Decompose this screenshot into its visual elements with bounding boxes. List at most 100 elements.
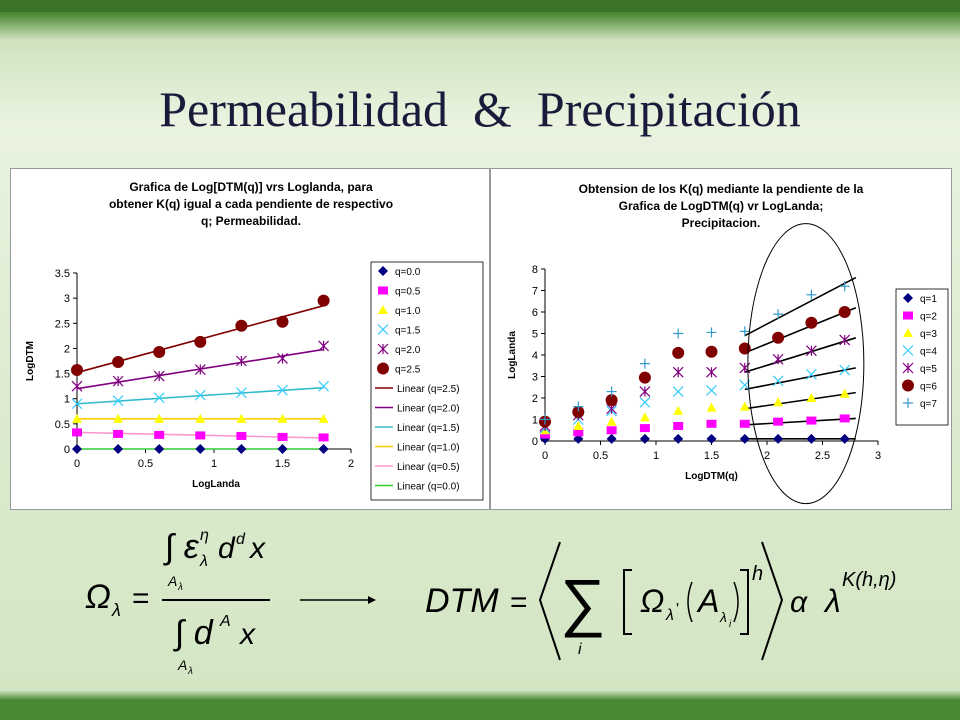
y-tick-label: 0	[532, 436, 538, 448]
series-q=0.0	[72, 444, 329, 454]
omega-prime: '	[676, 601, 679, 618]
data-point	[605, 394, 618, 407]
y-tick-label: 5	[532, 329, 538, 341]
data-point	[235, 387, 247, 399]
data-point	[772, 353, 784, 365]
data-point	[839, 364, 851, 376]
data-point	[606, 386, 617, 397]
trendline	[744, 337, 857, 373]
data-point	[838, 306, 851, 318]
legend-marker-icon	[903, 311, 913, 320]
x-tick-label: 1	[653, 450, 659, 462]
chart-title-line: Grafica de LogDTM(q) vr LogLanda;	[619, 199, 824, 213]
data-point	[638, 371, 651, 384]
data-point	[72, 444, 82, 454]
data-point	[318, 433, 329, 442]
denominator-sup: A	[219, 613, 231, 630]
legend-marker-icon	[903, 398, 913, 408]
data-point	[739, 401, 750, 411]
series-q=4	[539, 364, 851, 434]
x-tick-label: 2	[764, 450, 770, 462]
x-tick-label: 0.5	[593, 450, 608, 462]
legend-label: q=6	[920, 382, 937, 393]
permeability-chart: Grafica de Log[DTM(q)] vrs Loglanda, par…	[25, 180, 484, 501]
left-angle-bracket	[538, 541, 561, 661]
legend-marker-icon	[378, 266, 388, 276]
legend-marker-icon	[377, 343, 389, 355]
chart-title-line: Obtension de los K(q) mediante la pendie…	[579, 182, 864, 196]
series-q=2	[540, 414, 850, 439]
data-point	[113, 444, 124, 454]
y-tick-label: 8	[532, 264, 538, 276]
y-tick-label: 2	[532, 393, 538, 405]
x-tick-label: 0	[74, 458, 80, 470]
legend-label: q=2	[920, 312, 937, 323]
data-point	[606, 416, 617, 426]
y-tick-label: 1	[532, 415, 538, 427]
data-point	[706, 402, 717, 412]
data-point	[236, 413, 247, 423]
legend-marker-icon	[377, 362, 389, 375]
data-point	[639, 396, 651, 408]
lambda-symbol: λ	[823, 583, 841, 619]
y-tick-label: 6	[532, 307, 538, 319]
exponent-h: h	[752, 563, 763, 585]
x-tick-label: 2.5	[815, 450, 830, 462]
numerator-d-sup: d	[236, 531, 246, 548]
data-point	[606, 426, 617, 435]
x-axis-label: LogDTM(q)	[685, 471, 738, 482]
y-tick-label: 1.5	[55, 369, 70, 381]
data-point	[153, 370, 165, 382]
data-point	[71, 364, 83, 377]
x-tick-label: 1.5	[275, 458, 290, 470]
data-point	[606, 433, 617, 444]
data-point	[236, 444, 247, 454]
legend-label: q=2.0	[395, 345, 421, 356]
data-point	[113, 413, 124, 423]
data-point	[706, 366, 717, 378]
denominator-int-sub: A	[177, 657, 187, 673]
legend-marker-icon	[902, 362, 914, 374]
data-point	[639, 412, 650, 422]
sum-symbol: ∑	[560, 566, 606, 638]
trendline	[744, 391, 856, 410]
data-point	[195, 444, 206, 454]
y-tick-label: 0.5	[55, 419, 70, 431]
data-point	[839, 334, 851, 346]
data-point	[839, 414, 850, 423]
arrow-head-icon	[368, 596, 376, 604]
y-tick-label: 4	[532, 350, 538, 362]
data-point	[672, 366, 684, 378]
legend: q=1 q=2 q=3 q=4 q=5 q=6 q=7	[895, 288, 949, 426]
data-point	[673, 433, 684, 444]
data-point	[806, 416, 817, 425]
highlight-ellipse	[747, 223, 865, 505]
y-tick-label: 3.5	[55, 268, 70, 280]
a-rhs: A	[696, 583, 719, 619]
x-tick-label: 0	[542, 450, 548, 462]
formula-area: Ω λ = ∫ ε η λ d d x A λ ∫ d A x A λ DTM …	[85, 527, 896, 677]
data-point	[772, 331, 785, 344]
y-axis-label: LogLanda	[507, 331, 518, 379]
legend-label: q=3	[920, 329, 937, 340]
right-paren	[733, 581, 739, 623]
k-exponent: K(h,η)	[842, 569, 896, 591]
data-point	[673, 421, 684, 430]
omega-rhs-sub: λ	[665, 607, 674, 624]
slide-title: Permeabilidad & Precipitación	[159, 81, 801, 137]
data-point	[277, 413, 288, 423]
series-q=6	[539, 306, 851, 428]
x-tick-label: 1	[211, 458, 217, 470]
a-rhs-sub-sub: i	[729, 619, 732, 630]
data-point	[639, 358, 650, 369]
data-point	[113, 429, 124, 438]
data-point	[573, 420, 584, 430]
y-tick-label: 1	[64, 394, 70, 406]
data-point	[772, 375, 784, 387]
data-point	[71, 398, 83, 410]
data-point	[706, 419, 717, 428]
data-point	[317, 294, 330, 307]
data-point	[112, 395, 124, 407]
data-point	[806, 393, 817, 402]
numerator-lambda: λ	[199, 553, 208, 570]
